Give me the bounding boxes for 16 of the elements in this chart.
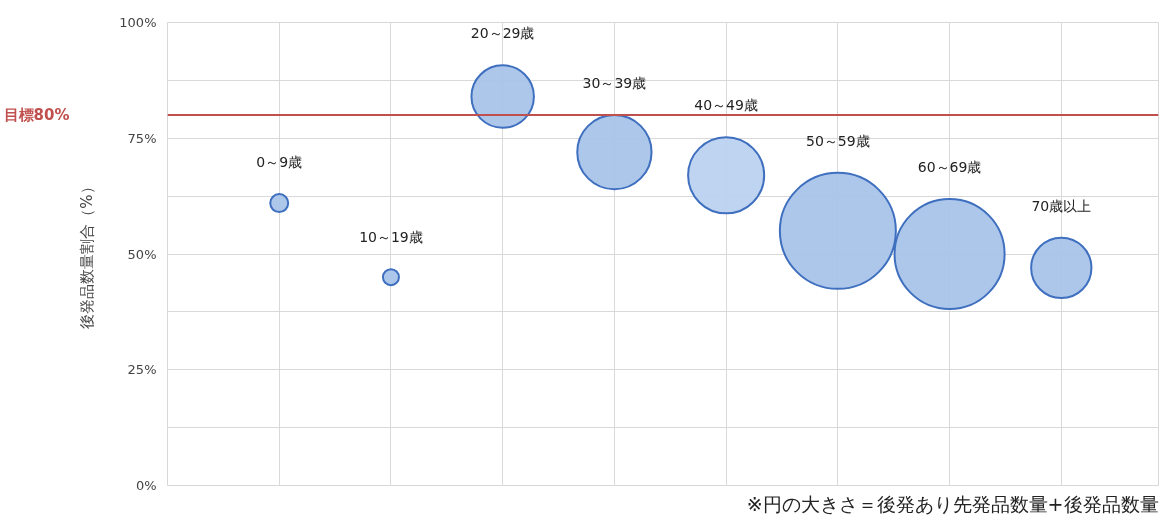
ref-line-label: 目標80%: [3, 106, 70, 125]
y-tick-label: 75%: [127, 130, 157, 146]
x-tick-label: 0～9歳: [256, 154, 303, 171]
x-tick-label: 30～39歳: [582, 75, 647, 91]
x-tick-label: 40～49歳: [694, 97, 758, 114]
x-tick-label: 60～69歳: [917, 158, 982, 175]
y-tick-label: 0%: [135, 478, 157, 493]
y-tick-label: 100%: [119, 15, 157, 30]
x-tick-label: 50～59歳: [806, 132, 870, 149]
x-tick-label: 20～29歳: [470, 25, 535, 42]
x-tick-label: 10～19歳: [359, 229, 423, 246]
text: ※円の大きさ＝後発あり先発品数量+後発品数量: [746, 492, 1159, 515]
y-tick-label: 25%: [127, 362, 157, 378]
y-tick-label: 50%: [127, 246, 157, 262]
x-tick-label: 70歳以上: [1031, 197, 1092, 214]
y-axis-title: 後発品数量割合（%）: [78, 179, 97, 329]
